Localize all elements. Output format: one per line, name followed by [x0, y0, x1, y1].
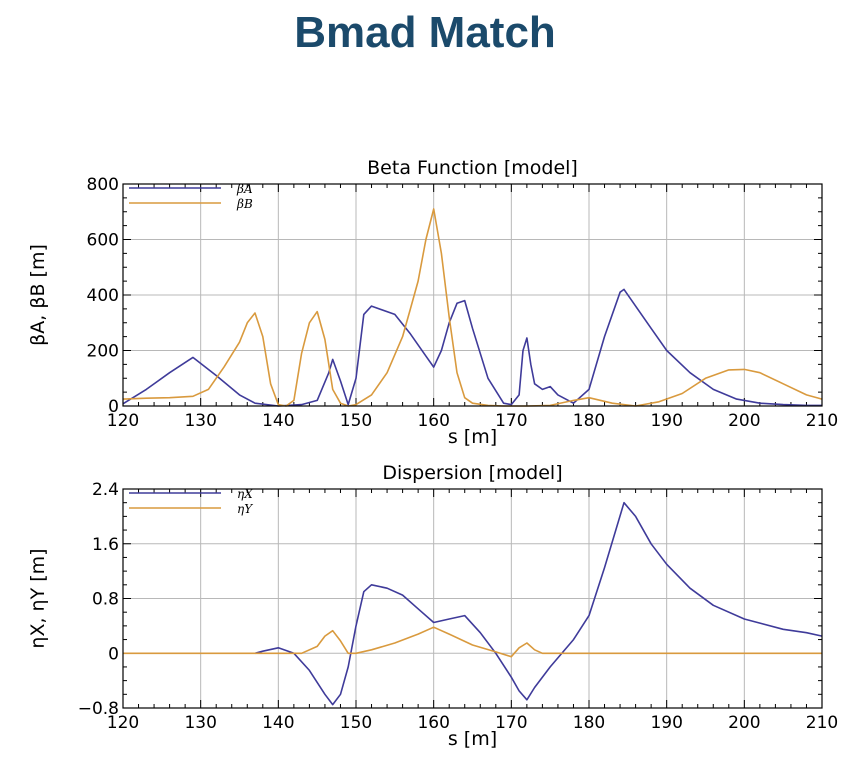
plot-frame: [122, 488, 823, 709]
x-tick-label: 160: [417, 713, 449, 733]
chart-1: 120 130 140 150 160 170 180 190 200 210 0 200 400 600…: [27, 157, 838, 448]
x-tick-label: 120: [107, 713, 139, 733]
chart-title: Dispersion [model]: [382, 462, 562, 484]
y-tick-label: 0: [108, 644, 119, 664]
legend-label-2: βB: [236, 197, 253, 211]
x-tick-label: 200: [728, 713, 760, 733]
x-axis-label: s [m]: [448, 728, 497, 750]
x-tick-label: 180: [573, 713, 605, 733]
x-tick-label: 170: [495, 713, 527, 733]
y-tick-label: 600: [87, 231, 119, 251]
x-tick-label: 170: [495, 411, 527, 431]
legend-label-1: βA: [236, 182, 253, 196]
x-tick-label: 190: [650, 713, 682, 733]
series-line-1: [122, 288, 822, 407]
chart-title: Beta Function [model]: [367, 157, 578, 179]
page-title: Bmad Match: [294, 8, 556, 57]
y-tick-label: 1.6: [92, 535, 119, 555]
x-tick-label: 120: [107, 411, 139, 431]
x-tick-label: 150: [340, 411, 372, 431]
y-tick-label: 200: [87, 342, 119, 362]
x-tick-label: 130: [184, 411, 216, 431]
series-line-2: [123, 626, 822, 658]
y-axis-label: ηX, ηY [m]: [27, 548, 49, 648]
y-tick-label: 800: [87, 175, 119, 195]
chart-2: 120 130 140 150 160 170 180 190 200 210 −0.8 0 0.8 1.…: [27, 462, 838, 750]
y-tick-label: 2.4: [92, 480, 119, 500]
series-line-1: [254, 501, 823, 706]
x-tick-label: 180: [573, 411, 605, 431]
y-tick-label: 400: [87, 286, 119, 306]
x-tick-label: 190: [650, 411, 682, 431]
x-axis-label: s [m]: [448, 426, 497, 448]
x-tick-label: 150: [340, 713, 372, 733]
x-tick-label: 210: [806, 713, 838, 733]
series-line-2: [122, 208, 823, 407]
x-tick-label: 200: [728, 411, 760, 431]
x-tick-label: 140: [262, 411, 294, 431]
y-tick-label: 0: [108, 397, 119, 417]
x-tick-label: 140: [262, 713, 294, 733]
plot-frame: [122, 183, 823, 407]
y-axis-label: βA, βB [m]: [27, 244, 49, 346]
x-tick-label: 160: [417, 411, 449, 431]
legend-label-1: ηX: [237, 487, 253, 501]
y-tick-label: −0.8: [78, 699, 119, 719]
x-tick-label: 130: [184, 713, 216, 733]
legend-label-2: ηY: [237, 502, 253, 516]
x-tick-label: 210: [806, 411, 838, 431]
y-tick-label: 0.8: [92, 590, 119, 610]
